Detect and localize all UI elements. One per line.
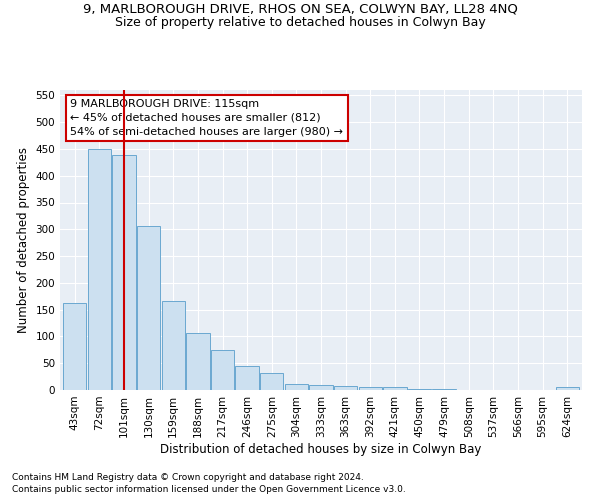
- Bar: [186, 333, 209, 390]
- Text: 9, MARLBOROUGH DRIVE, RHOS ON SEA, COLWYN BAY, LL28 4NQ: 9, MARLBOROUGH DRIVE, RHOS ON SEA, COLWY…: [83, 2, 517, 16]
- Bar: [137, 226, 160, 390]
- Bar: [359, 388, 382, 390]
- Bar: [211, 350, 234, 390]
- Text: Size of property relative to detached houses in Colwyn Bay: Size of property relative to detached ho…: [115, 16, 485, 29]
- Bar: [284, 384, 308, 390]
- Text: 9 MARLBOROUGH DRIVE: 115sqm
← 45% of detached houses are smaller (812)
54% of se: 9 MARLBOROUGH DRIVE: 115sqm ← 45% of det…: [70, 99, 343, 137]
- Y-axis label: Number of detached properties: Number of detached properties: [17, 147, 30, 333]
- Bar: [556, 388, 579, 390]
- Text: Contains public sector information licensed under the Open Government Licence v3: Contains public sector information licen…: [12, 485, 406, 494]
- Text: Distribution of detached houses by size in Colwyn Bay: Distribution of detached houses by size …: [160, 442, 482, 456]
- Bar: [63, 302, 86, 390]
- Bar: [88, 149, 111, 390]
- Text: Contains HM Land Registry data © Crown copyright and database right 2024.: Contains HM Land Registry data © Crown c…: [12, 472, 364, 482]
- Bar: [334, 386, 358, 390]
- Bar: [260, 373, 283, 390]
- Bar: [310, 384, 332, 390]
- Bar: [383, 388, 407, 390]
- Bar: [235, 366, 259, 390]
- Bar: [112, 156, 136, 390]
- Bar: [161, 300, 185, 390]
